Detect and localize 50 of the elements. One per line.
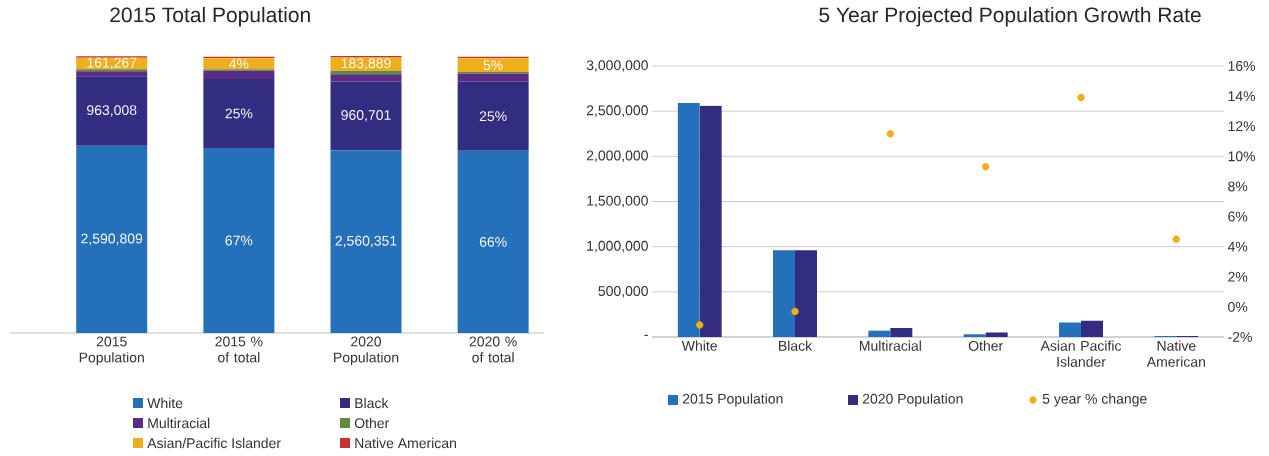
data-label: 4% [229, 58, 249, 69]
x-tick-label: Asian Pacific Islander [1040, 340, 1122, 367]
legend-label: Other [354, 417, 389, 429]
legend-label: Multiracial [148, 417, 210, 429]
legend-label: Native American [355, 437, 456, 449]
x-tick-label: Multiracial [859, 340, 921, 351]
legend-label: 5 year % change [1042, 393, 1147, 407]
y2-tick-label: 0% [1228, 301, 1248, 312]
data-label: 25% [225, 108, 253, 119]
x-tick-label: Other [968, 340, 1003, 351]
x-tick-label: White [681, 340, 717, 351]
x-tick-label: 2015 Population [79, 336, 144, 366]
y2-tick-label: 8% [1228, 181, 1248, 192]
annotation: 963,008 [87, 105, 137, 117]
y2-tick-label: 6% [1228, 211, 1248, 222]
annotation: 183,889 [341, 58, 391, 70]
y-tick-label: 1,000,000 [587, 240, 648, 253]
y-tick-label: - [644, 334, 648, 336]
chart-title: 5 Year Projected Population Growth Rate [819, 6, 1201, 27]
x-tick-label: Native American [1146, 340, 1205, 367]
y2-tick-label: 14% [1228, 91, 1256, 101]
legend-label: 2020 Population [862, 393, 963, 407]
y-tick-label: 2,500,000 [586, 105, 648, 117]
data-label: 25% [479, 111, 507, 122]
y-tick-label: 500,000 [598, 286, 648, 298]
y-tick-label: 1,500,000 [587, 195, 648, 208]
legend-label: Black [355, 397, 389, 409]
y-tick-label: 3,000,000 [586, 60, 648, 72]
y2-tick-label: 2% [1228, 271, 1248, 282]
data-label: 5% [483, 60, 503, 71]
data-label: 66% [479, 236, 507, 247]
legend-label: White [147, 397, 183, 409]
legend-label: Asian/Pacific Islander [147, 437, 281, 449]
chart-title: 2015 Total Population [110, 6, 310, 27]
y2-tick-label: 10% [1228, 151, 1256, 162]
annotation: 161,267 [87, 57, 137, 70]
y2-tick-label: 12% [1228, 121, 1256, 132]
annotation: 960,701 [341, 110, 391, 122]
y2-tick-label: 16% [1228, 61, 1256, 71]
x-tick-label: 2020 % of total [469, 336, 517, 363]
y2-tick-label: 4% [1227, 241, 1248, 252]
y2-tick-label: -2% [1228, 332, 1252, 342]
x-tick-label: 2015 % of total [215, 336, 263, 363]
data-label: 67% [225, 235, 253, 246]
x-tick-label: 2020 Population [334, 336, 399, 366]
legend-label: 2015 Population [682, 393, 783, 407]
y-tick-label: 2,000,000 [586, 150, 648, 163]
x-tick-label: Black [779, 340, 813, 351]
annotation: 2,590,809 [81, 233, 143, 246]
annotation: 2,560,351 [335, 235, 397, 248]
